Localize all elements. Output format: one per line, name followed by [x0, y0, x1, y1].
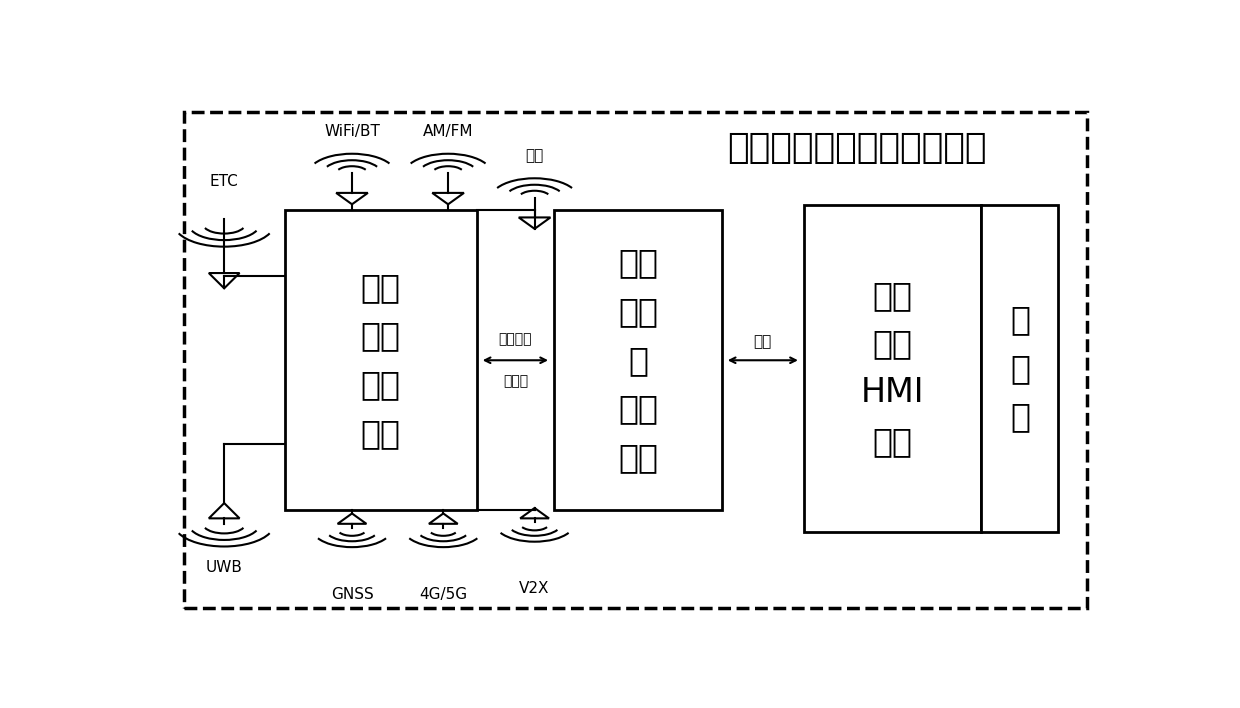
- Text: AM/FM: AM/FM: [423, 123, 474, 139]
- Bar: [554, 210, 722, 510]
- Text: 触
控
屏: 触 控 屏: [1009, 303, 1030, 433]
- Text: ETC: ETC: [210, 173, 238, 188]
- Bar: [804, 205, 982, 532]
- Text: 核心
处理
和
控制
模块: 核心 处理 和 控制 模块: [618, 246, 658, 474]
- Text: 预留: 预留: [526, 148, 543, 163]
- Text: 多媒
体和
HMI
模块: 多媒 体和 HMI 模块: [861, 279, 924, 458]
- Text: 4G/5G: 4G/5G: [419, 586, 467, 602]
- Bar: [982, 205, 1058, 532]
- Text: 光纤: 光纤: [754, 334, 773, 349]
- Text: 多功能集成式智能车载终端: 多功能集成式智能车载终端: [727, 131, 986, 165]
- Bar: [285, 210, 477, 510]
- Text: 无线
信号
收发
模块: 无线 信号 收发 模块: [361, 271, 401, 450]
- Text: 功分器: 功分器: [502, 374, 528, 388]
- Text: WiFi/BT: WiFi/BT: [324, 123, 379, 139]
- Text: GNSS: GNSS: [331, 586, 373, 602]
- Text: UWB: UWB: [206, 560, 243, 576]
- Text: 威尔金森: 威尔金森: [498, 333, 532, 347]
- Text: V2X: V2X: [520, 581, 549, 596]
